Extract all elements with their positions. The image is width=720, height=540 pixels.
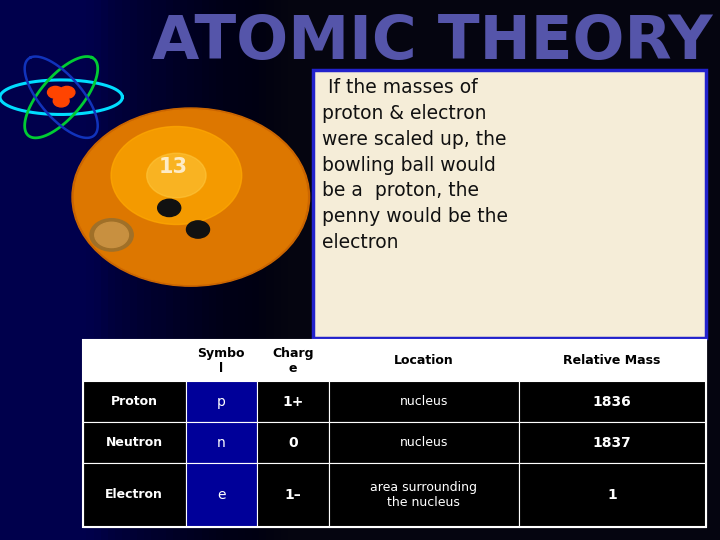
Bar: [186, 381, 257, 422]
Bar: [0, 0, 166, 540]
Bar: [0, 0, 115, 540]
Bar: [83, 340, 706, 526]
Bar: [0, 0, 151, 540]
Circle shape: [53, 95, 69, 107]
Bar: [0, 0, 194, 540]
Bar: [0, 0, 288, 540]
Circle shape: [111, 126, 242, 225]
Circle shape: [59, 86, 75, 98]
Circle shape: [95, 222, 128, 247]
Bar: [0, 0, 245, 540]
Text: Proton: Proton: [111, 395, 158, 408]
Bar: [518, 381, 706, 422]
Text: 1–: 1–: [284, 488, 302, 502]
Bar: [0, 0, 202, 540]
Text: area surrounding
the nucleus: area surrounding the nucleus: [370, 481, 477, 509]
Text: p: p: [217, 395, 226, 409]
Text: Symbo
l: Symbo l: [197, 347, 245, 375]
Bar: [0, 0, 266, 540]
Text: 0: 0: [288, 436, 298, 450]
Text: 1837: 1837: [593, 436, 631, 450]
Bar: [0, 0, 252, 540]
Bar: [0, 0, 230, 540]
Text: nucleus: nucleus: [400, 395, 448, 408]
Text: 1: 1: [607, 488, 617, 502]
Bar: [0, 0, 209, 540]
Bar: [83, 340, 186, 381]
Circle shape: [186, 221, 210, 238]
Bar: [0, 0, 101, 540]
Bar: [0, 0, 274, 540]
Bar: [0, 0, 94, 540]
Bar: [0, 0, 137, 540]
Bar: [257, 422, 329, 463]
Bar: [0, 0, 122, 540]
Bar: [0, 0, 238, 540]
Circle shape: [74, 110, 307, 285]
Text: 13: 13: [158, 157, 187, 178]
Bar: [0, 0, 281, 540]
Bar: [0, 0, 130, 540]
Text: ATOMIC THEORY: ATOMIC THEORY: [152, 14, 712, 72]
Circle shape: [48, 86, 63, 98]
Text: If the masses of
proton & electron
were scaled up, the
bowling ball would
be a  : If the masses of proton & electron were …: [322, 78, 508, 252]
Bar: [0, 0, 223, 540]
Bar: [313, 70, 706, 338]
Bar: [0, 0, 216, 540]
Bar: [329, 340, 518, 381]
Bar: [329, 381, 518, 422]
Circle shape: [72, 108, 310, 286]
Text: nucleus: nucleus: [400, 436, 448, 449]
Circle shape: [158, 199, 181, 217]
Bar: [329, 463, 518, 526]
Text: 1836: 1836: [593, 395, 631, 409]
Bar: [518, 422, 706, 463]
Bar: [186, 340, 257, 381]
Bar: [0, 0, 158, 540]
Bar: [518, 340, 706, 381]
Bar: [257, 381, 329, 422]
Bar: [518, 463, 706, 526]
Bar: [257, 463, 329, 526]
Text: n: n: [217, 436, 226, 450]
Text: Relative Mass: Relative Mass: [564, 354, 661, 367]
Text: Charg
e: Charg e: [272, 347, 314, 375]
Bar: [83, 463, 186, 526]
Bar: [0, 0, 259, 540]
Text: Electron: Electron: [105, 488, 163, 501]
Bar: [0, 0, 144, 540]
Bar: [186, 463, 257, 526]
Bar: [83, 422, 186, 463]
Bar: [257, 340, 329, 381]
Bar: [0, 0, 187, 540]
Bar: [0, 0, 295, 540]
Text: 1+: 1+: [282, 395, 304, 409]
Bar: [329, 422, 518, 463]
Circle shape: [90, 219, 133, 251]
Text: Neutron: Neutron: [106, 436, 163, 449]
Bar: [0, 0, 86, 540]
Circle shape: [147, 153, 206, 198]
Bar: [83, 381, 186, 422]
Bar: [0, 0, 108, 540]
Bar: [0, 0, 173, 540]
Bar: [186, 422, 257, 463]
Bar: [0, 0, 180, 540]
Text: e: e: [217, 488, 225, 502]
Text: Location: Location: [394, 354, 454, 367]
